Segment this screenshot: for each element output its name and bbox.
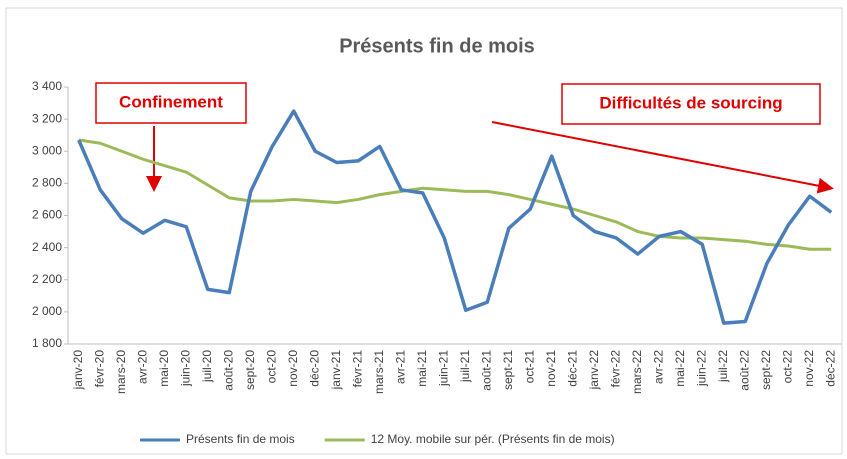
x-tick-label: juil-20 [200, 350, 214, 383]
x-tick-label: mars-22 [630, 350, 644, 394]
y-tick-label: 2 800 [32, 176, 62, 190]
x-tick-label: avr-21 [393, 350, 407, 384]
y-tick-label: 2 000 [32, 304, 62, 318]
x-tick-label: juin-20 [178, 350, 192, 387]
x-tick-label: déc-20 [307, 350, 321, 387]
x-tick-label: avr-20 [135, 350, 149, 384]
y-tick-label: 2 400 [32, 240, 62, 254]
y-tick-label: 3 000 [32, 143, 62, 157]
series-line [78, 138, 832, 251]
x-tick-label: mai-20 [157, 350, 171, 387]
y-tick-label: 1 800 [32, 336, 62, 350]
x-tick-label: janv-20 [71, 350, 85, 391]
y-tick-label: 3 200 [32, 111, 62, 125]
x-tick-label: sept-22 [759, 350, 773, 390]
x-tick-label: sept-20 [243, 350, 257, 390]
x-tick-label: mars-20 [114, 350, 128, 394]
x-tick-label: déc-21 [565, 350, 579, 387]
x-tick-label: août-22 [737, 350, 751, 391]
x-tick-label: oct-20 [264, 350, 278, 384]
annotation: Confinement [119, 92, 223, 111]
x-tick-label: juil-22 [716, 350, 730, 383]
x-tick-label: nov-22 [802, 350, 816, 387]
x-tick-label: juil-21 [458, 350, 472, 383]
annotation: Difficultés de sourcing [599, 93, 782, 112]
x-tick-label: janv-22 [587, 350, 601, 391]
x-tick-label: sept-21 [501, 350, 515, 390]
x-tick-label: août-20 [221, 350, 235, 391]
x-tick-label: févr-20 [92, 350, 106, 388]
x-tick-label: oct-21 [522, 350, 536, 384]
x-tick-label: avr-22 [651, 350, 665, 384]
x-tick-label: déc-22 [823, 350, 837, 387]
x-tick-label: oct-22 [780, 350, 794, 384]
x-tick-label: nov-21 [544, 350, 558, 387]
x-tick-label: août-21 [479, 350, 493, 391]
legend-label: 12 Moy. mobile sur pér. (Présents fin de… [371, 432, 615, 446]
x-tick-label: nov-20 [286, 350, 300, 387]
x-tick-label: juin-21 [436, 350, 450, 387]
annotation-box [561, 83, 821, 125]
x-tick-label: févr-22 [608, 350, 622, 388]
y-tick-label: 2 200 [32, 272, 62, 286]
x-tick-label: juin-22 [694, 350, 708, 387]
x-tick-label: févr-21 [350, 350, 364, 388]
series-line [77, 109, 833, 325]
x-tick-label: mai-21 [415, 350, 429, 387]
y-tick-label: 2 600 [32, 208, 62, 222]
annotation-arrow [491, 121, 834, 194]
legend-label: Présents fin de mois [186, 432, 295, 446]
annotation-box [95, 82, 247, 124]
chart-title: Présents fin de mois [339, 35, 535, 57]
x-tick-label: mai-22 [673, 350, 687, 387]
y-tick-label: 3 400 [32, 79, 62, 93]
x-tick-label: janv-21 [329, 350, 343, 391]
x-tick-label: mars-21 [372, 350, 386, 394]
